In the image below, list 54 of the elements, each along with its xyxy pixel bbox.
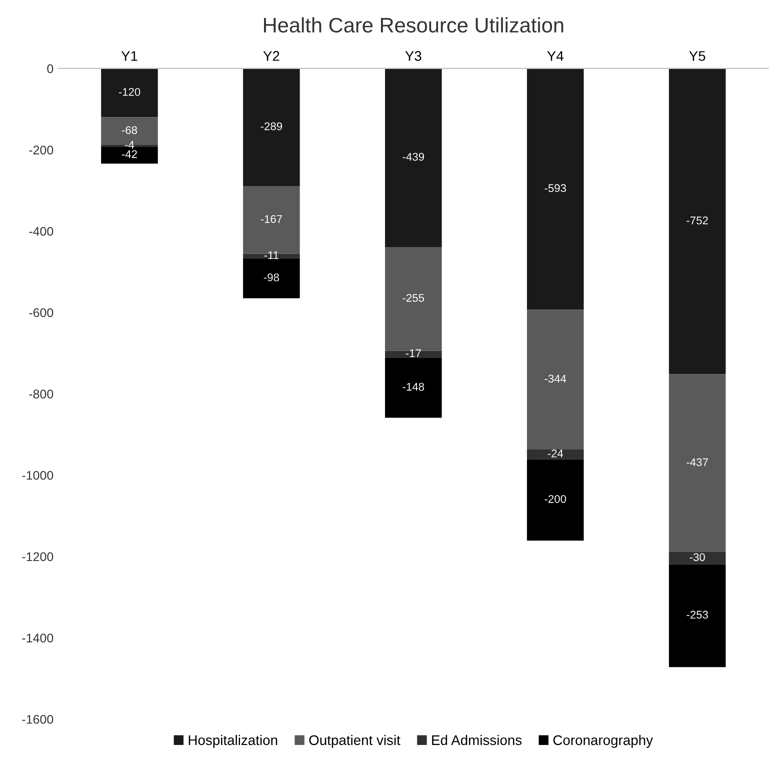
y-tick-label: -200 [29,146,54,154]
bar [526,459,584,541]
data-label: -148 [402,382,424,391]
data-label: -439 [402,152,424,161]
bar [385,358,442,418]
bar [243,258,300,298]
bar [668,564,726,668]
y-tick-label: -1400 [22,634,54,642]
bar [526,310,584,450]
y-tick-label: 0 [47,64,54,74]
x-tick-label: Y4 [547,51,564,61]
x-tick-label: Y2 [263,51,280,61]
bar [385,350,442,358]
data-label: -752 [686,216,708,224]
bar [243,68,300,186]
data-label: -253 [686,610,708,619]
bar [526,68,584,310]
data-label: -17 [406,349,421,358]
data-label: -344 [544,374,566,383]
data-label: -289 [260,122,282,130]
data-label: -98 [264,273,279,282]
y-tick-label: -1000 [22,470,54,480]
bar [101,68,158,118]
bar [526,450,584,460]
y-tick-label: -400 [29,226,54,236]
bar [668,68,726,374]
bar [668,374,726,552]
data-label: -167 [260,215,282,223]
bar [385,68,442,248]
legend-label: Coronarography [553,734,653,748]
chart-title: Health Care Resource Utilization [264,17,564,33]
y-tick-label: -800 [29,390,54,398]
y-tick-label: -1600 [22,714,54,724]
data-label: -68 [122,126,138,134]
data-label: -4 [125,140,134,149]
x-tick-label: Y5 [689,51,706,61]
x-tick-label: Y1 [121,51,138,61]
bar [385,247,442,351]
data-label: -30 [690,553,705,562]
data-label: -24 [548,450,564,458]
legend-label: Outpatient visit [309,734,400,748]
data-label: -200 [544,495,566,503]
legend-label: Ed Admissions [432,734,522,746]
y-tick-label: -600 [29,308,54,318]
x-tick-label: Y3 [405,51,422,61]
y-tick-label: -1200 [22,552,54,562]
data-label: -42 [122,150,137,158]
data-label: -120 [118,88,140,96]
data-label: -437 [686,458,708,466]
data-label: -593 [544,184,566,192]
data-label: -255 [402,294,424,302]
legend-label: Hospitalization [188,734,278,748]
data-label: -11 [264,251,279,260]
bar [668,552,726,564]
